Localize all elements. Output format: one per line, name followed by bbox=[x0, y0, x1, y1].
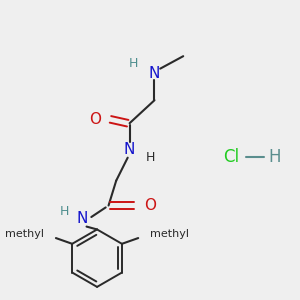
Text: O: O bbox=[144, 198, 156, 213]
Text: methyl: methyl bbox=[150, 229, 189, 239]
Text: N: N bbox=[76, 212, 87, 226]
Text: H: H bbox=[146, 151, 155, 164]
Text: O: O bbox=[89, 112, 101, 127]
Text: methyl: methyl bbox=[5, 229, 44, 239]
Text: N: N bbox=[124, 142, 135, 158]
Text: H: H bbox=[60, 205, 69, 218]
Text: H: H bbox=[268, 148, 280, 166]
Text: H: H bbox=[129, 57, 138, 70]
Text: Cl: Cl bbox=[223, 148, 239, 166]
Text: N: N bbox=[149, 66, 160, 81]
